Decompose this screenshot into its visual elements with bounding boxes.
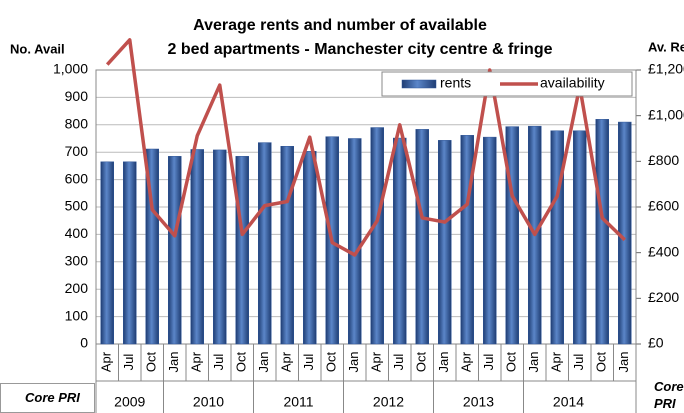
bar xyxy=(280,146,294,345)
y-tick-label: 200 xyxy=(65,280,89,296)
x-tick-label: Jul xyxy=(571,354,586,371)
x-tick-label: Jul xyxy=(211,354,226,371)
y-tick-label: 700 xyxy=(65,143,89,159)
bar xyxy=(393,137,407,345)
x-tick-label: Oct xyxy=(234,352,249,373)
bar xyxy=(100,161,114,345)
x-tick-label: Jan xyxy=(436,352,451,373)
legend-label: rents xyxy=(440,75,471,91)
bar xyxy=(483,136,497,345)
chart-title: Average rents and number of available xyxy=(193,17,487,34)
bar xyxy=(190,149,204,345)
bar xyxy=(258,142,272,345)
bar xyxy=(235,156,249,345)
year-label: 2014 xyxy=(553,394,584,410)
x-tick-label: Oct xyxy=(414,352,429,373)
y-tick-label: 100 xyxy=(65,307,89,323)
y2-tick-label: £800 xyxy=(648,152,679,168)
y-tick-label: 1,000 xyxy=(53,61,88,77)
bar xyxy=(550,130,564,345)
y2-axis-label: Av. Rent xyxy=(648,39,684,54)
x-tick-label: Jul xyxy=(301,354,316,371)
bar xyxy=(168,156,182,345)
y2-tick-label: £400 xyxy=(648,243,679,259)
bar xyxy=(438,140,452,345)
bar xyxy=(415,129,429,345)
y-tick-label: 300 xyxy=(65,253,89,269)
x-tick-label: Apr xyxy=(279,351,294,372)
x-tick-label: Jul xyxy=(481,354,496,371)
bar xyxy=(303,151,317,345)
x-tick-label: Jul xyxy=(391,354,406,371)
chart-subtitle: 2 bed apartments - Manchester city centr… xyxy=(168,41,553,58)
x-tick-label: Oct xyxy=(144,352,159,373)
x-tick-label: Apr xyxy=(99,351,114,372)
y-tick-label: 600 xyxy=(65,170,89,186)
x-tick-label: Jan xyxy=(256,352,271,373)
x-tick-label: Jan xyxy=(616,352,631,373)
x-tick-label: Oct xyxy=(504,352,519,373)
x-tick-label: Oct xyxy=(324,352,339,373)
y-tick-label: 500 xyxy=(65,198,89,214)
x-tick-label: Jul xyxy=(121,354,136,371)
x-tick-label: Jan xyxy=(166,352,181,373)
bar xyxy=(123,161,137,345)
y-tick-label: 800 xyxy=(65,116,89,132)
y-axis-label: No. Avail xyxy=(10,41,65,56)
bar xyxy=(505,126,519,345)
y2-tick-label: £1,000 xyxy=(648,106,684,122)
legend-swatch xyxy=(401,79,437,89)
line xyxy=(105,38,626,257)
x-tick-label: Jan xyxy=(346,352,361,373)
year-label: 2013 xyxy=(463,394,494,410)
year-label: 2010 xyxy=(193,394,224,410)
legend-label: availability xyxy=(540,75,605,91)
y2-tick-label: £0 xyxy=(648,335,664,351)
year-label: 2011 xyxy=(283,394,313,410)
row-label: Core PRI xyxy=(654,379,684,411)
bar xyxy=(370,127,384,345)
x-tick-label: Apr xyxy=(459,351,474,372)
x-tick-label: Apr xyxy=(549,351,564,372)
year-label: 2009 xyxy=(114,394,145,410)
y2-tick-label: £1,200 xyxy=(648,61,684,77)
y-tick-label: 400 xyxy=(65,225,89,241)
x-tick-label: Oct xyxy=(594,352,609,373)
bar xyxy=(213,149,227,345)
bar xyxy=(348,138,362,345)
y2-tick-label: £600 xyxy=(648,198,679,214)
x-tick-label: Apr xyxy=(369,351,384,372)
year-label: 2012 xyxy=(373,394,404,410)
bar xyxy=(595,119,609,345)
row-label: Core PRI xyxy=(0,383,95,413)
x-tick-label: Jan xyxy=(526,352,541,373)
bar xyxy=(573,130,587,345)
y-tick-label: 0 xyxy=(80,335,88,351)
y2-tick-label: £200 xyxy=(648,289,679,305)
x-tick-label: Apr xyxy=(189,351,204,372)
y-tick-label: 900 xyxy=(65,88,89,104)
